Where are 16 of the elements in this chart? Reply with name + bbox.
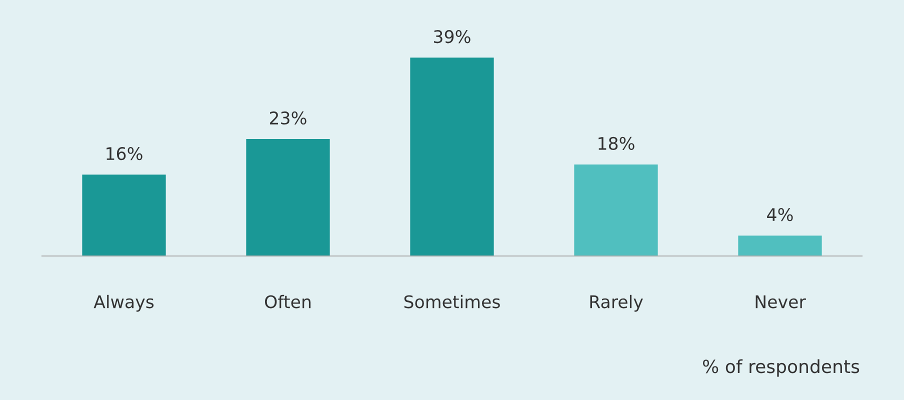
- data-label: 16%: [106, 147, 142, 160]
- x-tick-label: Rarely: [590, 294, 643, 312]
- x-tick-label: Often: [264, 294, 311, 308]
- data-label: 18%: [598, 136, 634, 150]
- data-label: 39%: [434, 30, 470, 44]
- x-tick-label: Always: [94, 294, 154, 312]
- data-label: 4%: [767, 208, 793, 222]
- bar: [738, 236, 822, 256]
- x-tick-label: Sometimes: [404, 294, 500, 308]
- bar: [246, 139, 330, 256]
- x-tick-label: Never: [756, 295, 806, 308]
- data-label: 23%: [270, 111, 306, 125]
- bar: [574, 164, 658, 256]
- text: % of respondents: [702, 359, 860, 377]
- bar: [82, 174, 166, 256]
- bar: [410, 58, 494, 256]
